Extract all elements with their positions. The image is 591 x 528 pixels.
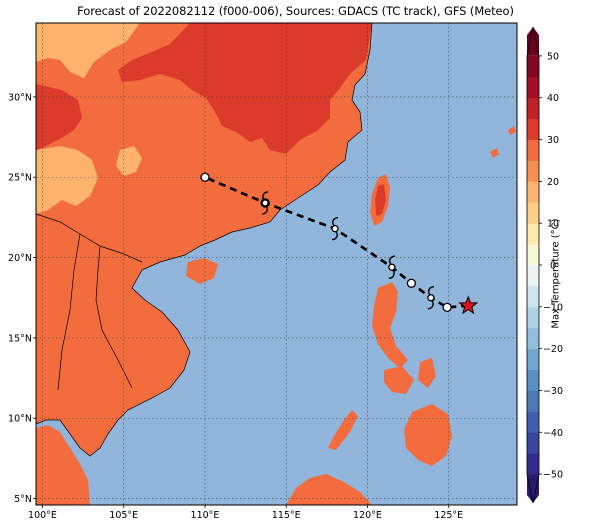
palawan <box>328 410 358 450</box>
colorbar-band <box>527 265 539 287</box>
colorbar-band <box>527 348 539 370</box>
map-panel <box>35 22 518 506</box>
colorbar-tick-label: −50 <box>543 470 563 481</box>
lon-tick-label: 100°E <box>28 510 57 521</box>
luzon <box>372 282 408 368</box>
colorbar-band <box>527 306 539 329</box>
border-line-1 <box>36 213 143 263</box>
hot-region-north <box>118 23 372 154</box>
gridlines <box>36 23 517 505</box>
colorbar-tick-label: 10 <box>547 219 559 230</box>
track-point-circle <box>442 302 452 313</box>
mindanao <box>404 404 452 466</box>
lon-tick-label: 125°E <box>434 510 463 521</box>
colorbar-band <box>527 411 539 433</box>
colorbar-band <box>527 223 539 245</box>
longitude-axis: 100°E 105°E 110°E 115°E 120°E 125°E <box>28 505 463 521</box>
colorbar-tick-label: 20 <box>547 177 559 188</box>
colorbar-band <box>527 202 539 224</box>
colorbar-extend-bottom <box>527 474 539 503</box>
taiwan-hot <box>375 184 386 216</box>
colorbar-band <box>527 97 539 120</box>
colorbar-tick-label: 0 <box>550 261 556 272</box>
coastlines <box>36 23 373 457</box>
small-island-1 <box>490 148 499 158</box>
track-point-circle <box>200 172 210 182</box>
borneo <box>286 474 372 505</box>
colorbar-band <box>527 432 539 454</box>
colorbar-band <box>527 139 539 161</box>
cyclone-symbol-icon <box>331 216 339 241</box>
colorbar-band <box>527 55 539 78</box>
small-island-2 <box>508 126 516 135</box>
colorbar-tick-label: 30 <box>547 135 559 146</box>
lat-tick-label: 30°N <box>8 92 32 103</box>
cyclone-symbol-icon <box>427 286 435 310</box>
colorbar-tick-label: −10 <box>543 302 563 313</box>
samar-leyte <box>418 358 436 388</box>
colorbar-tick-label: 40 <box>547 93 559 104</box>
cool-patch-east <box>116 146 142 176</box>
border-line-3 <box>57 233 81 391</box>
map-title: Forecast of 2022082112 (f000-006), Sourc… <box>77 4 514 18</box>
border-line-2 <box>95 245 133 389</box>
track-point-circle <box>406 278 417 288</box>
storm-track <box>200 172 479 315</box>
lat-tick-label: 25°N <box>8 173 32 184</box>
hainan <box>186 258 218 284</box>
lat-tick-label: 10°N <box>8 414 32 425</box>
hot-region-west <box>36 84 82 150</box>
colorbar: 50 40 30 20 10 0 −10 −20 −30 −40 −50 <box>526 26 563 504</box>
lon-tick-label: 115°E <box>272 510 301 521</box>
colorbar-tick-label: −40 <box>543 428 563 439</box>
colorbar-band <box>527 285 539 308</box>
colorbar-band <box>527 181 539 203</box>
land-temperature-layer <box>36 23 516 505</box>
lat-tick-label: 15°N <box>8 333 32 344</box>
colorbar-extend-top <box>527 27 539 56</box>
colorbar-band <box>527 390 539 412</box>
mainland-coastline <box>36 23 373 457</box>
malay-peninsula <box>36 425 90 505</box>
colorbar-band <box>527 327 539 350</box>
colorbar-tick-label: −20 <box>543 344 563 355</box>
cyclone-symbol-icon <box>261 191 269 215</box>
cool-highland <box>36 23 140 78</box>
colorbar-tick-label: 50 <box>547 51 559 62</box>
lat-tick-label: 5°N <box>14 494 32 505</box>
colorbar-band <box>527 244 539 266</box>
lat-tick-label: 20°N <box>8 253 32 264</box>
lon-tick-label: 105°E <box>109 510 138 521</box>
colorbar-tick-label: −30 <box>543 386 563 397</box>
lon-tick-label: 110°E <box>191 510 220 521</box>
map-frame <box>35 22 518 506</box>
colorbar-band <box>527 160 539 182</box>
lon-tick-label: 120°E <box>353 510 382 521</box>
colorbar-band <box>527 453 539 475</box>
colorbar-band <box>527 76 539 99</box>
colorbar-band <box>527 118 539 140</box>
colorbar-band <box>527 369 539 391</box>
latitude-axis: 5°N 10°N 15°N 20°N 25°N 30°N <box>8 92 36 505</box>
cool-plateau <box>36 146 98 214</box>
visayas <box>384 366 414 394</box>
cyclone-symbol-icon <box>388 255 396 279</box>
current-position-star-icon <box>458 295 479 315</box>
